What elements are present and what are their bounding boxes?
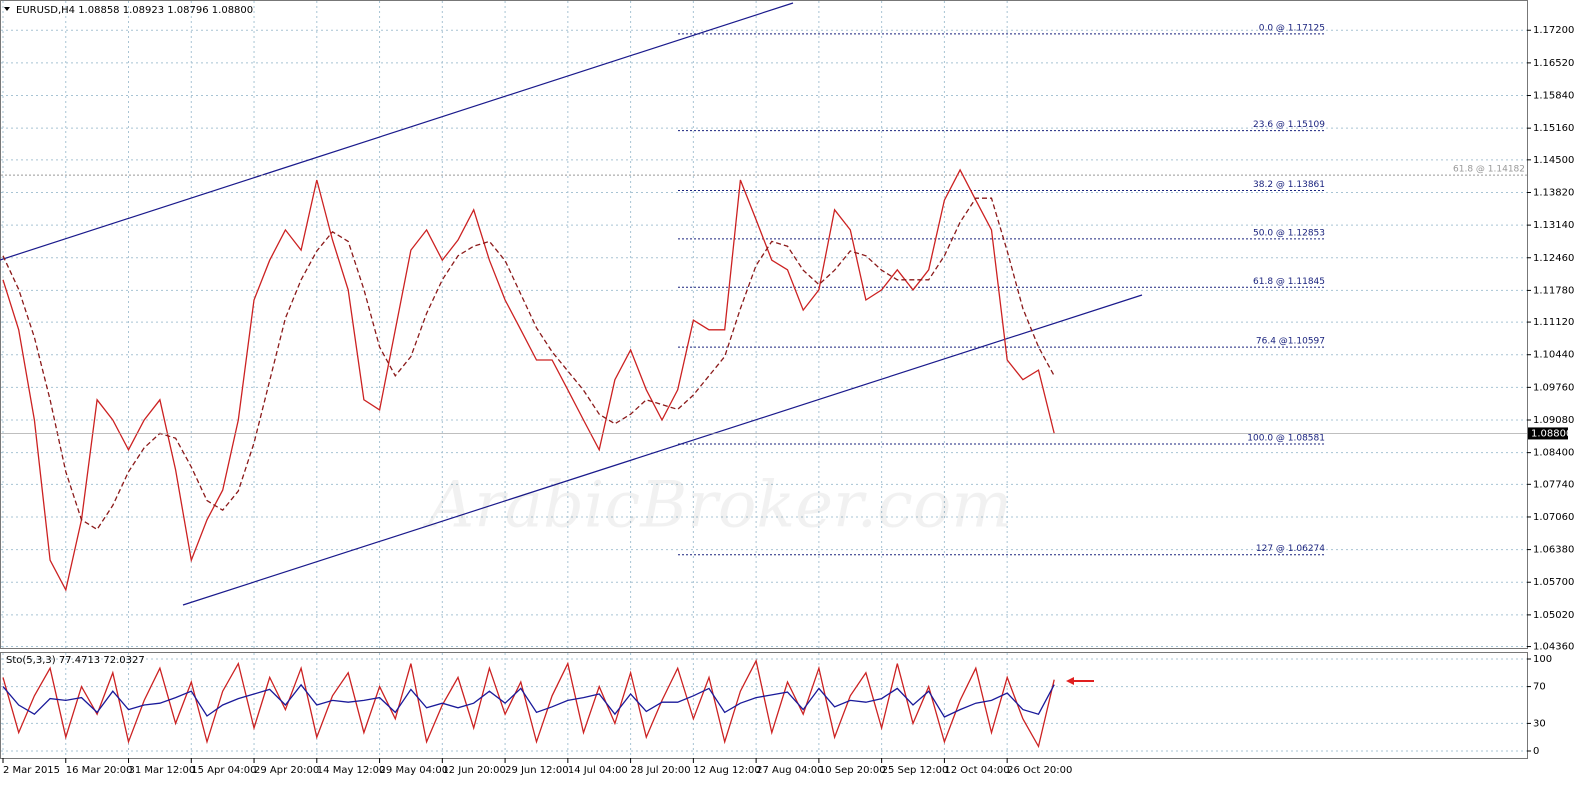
y-tick-label: 1.15160	[1533, 123, 1574, 134]
fib-label: 23.6 @ 1.15109	[1253, 120, 1325, 130]
x-tick-label: 15 Apr 04:00	[191, 765, 256, 776]
stoch-header: Sto(5,3,3) 77.4713 72.0327	[6, 655, 145, 666]
y-tick-label: 0	[1533, 746, 1539, 757]
y-tick-label: 1.11120	[1533, 317, 1574, 328]
x-tick-label: 29 Apr 20:00	[254, 765, 319, 776]
x-tick-label: 10 Sep 20:00	[819, 765, 886, 776]
stoch-panel	[0, 652, 1528, 759]
y-tick-label: 1.11780	[1533, 285, 1574, 296]
fib-label: 76.4 @1.10597	[1256, 337, 1325, 347]
fib-label: 127 @ 1.06274	[1256, 544, 1325, 554]
series-line	[2, 197, 1055, 531]
x-tick-label: 27 Aug 04:00	[756, 765, 823, 776]
x-tick-label: 29 May 04:00	[380, 765, 449, 776]
channel-upper	[0, 2, 794, 261]
x-tick-label: 14 May 12:00	[317, 765, 386, 776]
last-price-box	[1528, 427, 1568, 440]
y-tick-label: 1.16520	[1533, 58, 1574, 69]
watermark: ArabicBroker.com	[423, 469, 1012, 543]
menu-arrow[interactable]	[4, 7, 10, 11]
x-tick-label: 31 Mar 12:00	[129, 765, 196, 776]
y-tick-label: 30	[1533, 718, 1546, 729]
y-tick-label: 1.05700	[1533, 577, 1574, 588]
y-tick-label: 1.08400	[1533, 448, 1574, 459]
x-tick-label: 12 Jun 20:00	[442, 765, 506, 776]
y-tick-label: 1.09760	[1533, 382, 1574, 393]
y-tick-label: 1.10440	[1533, 350, 1574, 361]
fib-label: 100.0 @ 1.08581	[1247, 433, 1325, 443]
other-level-label: 61.8 @ 1.14182	[1453, 165, 1525, 175]
fib-label: 0.0 @ 1.17125	[1259, 23, 1325, 33]
y-tick-label: 100	[1533, 654, 1552, 665]
y-tick-label: 1.17200	[1533, 25, 1574, 36]
y-tick-label: 1.07740	[1533, 479, 1574, 490]
y-tick-label: 1.04360	[1533, 642, 1574, 653]
y-tick-label: 1.09080	[1533, 415, 1574, 426]
arrow-head	[1066, 677, 1074, 685]
last-price-label: 1.08800	[1531, 428, 1572, 439]
series-line	[2, 683, 1055, 718]
y-tick-label: 1.07060	[1533, 512, 1574, 523]
series-line	[2, 168, 1055, 592]
y-tick-label: 1.05020	[1533, 610, 1574, 621]
main-panel	[0, 0, 1528, 649]
x-tick-label: 16 Mar 20:00	[66, 765, 133, 776]
y-tick-label: 1.15840	[1533, 91, 1574, 102]
x-tick-label: 29 Jun 12:00	[505, 765, 569, 776]
fib-label: 61.8 @ 1.11845	[1253, 277, 1325, 287]
y-tick-label: 1.12460	[1533, 253, 1574, 264]
y-tick-label: 1.13820	[1533, 187, 1574, 198]
x-tick-label: 25 Sep 12:00	[882, 765, 949, 776]
y-tick-label: 1.14500	[1533, 155, 1574, 166]
y-tick-label: 1.06380	[1533, 545, 1574, 556]
x-tick-label: 26 Oct 20:00	[1007, 765, 1072, 776]
fib-label: 38.2 @ 1.13861	[1253, 180, 1325, 190]
series-line	[2, 658, 1055, 749]
x-tick-label: 2 Mar 2015	[3, 765, 60, 776]
red-arrow	[1066, 677, 1094, 685]
y-tick-label: 1.13140	[1533, 220, 1574, 231]
background-layer	[1, 1, 1527, 758]
fib-label: 50.0 @ 1.12853	[1253, 228, 1325, 238]
x-tick-label: 12 Aug 12:00	[693, 765, 760, 776]
y-tick-label: 70	[1533, 682, 1546, 693]
x-tick-label: 14 Jul 04:00	[568, 765, 628, 776]
symbol-header: EURUSD,H4 1.08858 1.08923 1.08796 1.0880…	[16, 5, 253, 16]
channel-lower	[182, 294, 1143, 606]
x-tick-label: 28 Jul 20:00	[631, 765, 691, 776]
x-tick-label: 12 Oct 04:00	[944, 765, 1009, 776]
